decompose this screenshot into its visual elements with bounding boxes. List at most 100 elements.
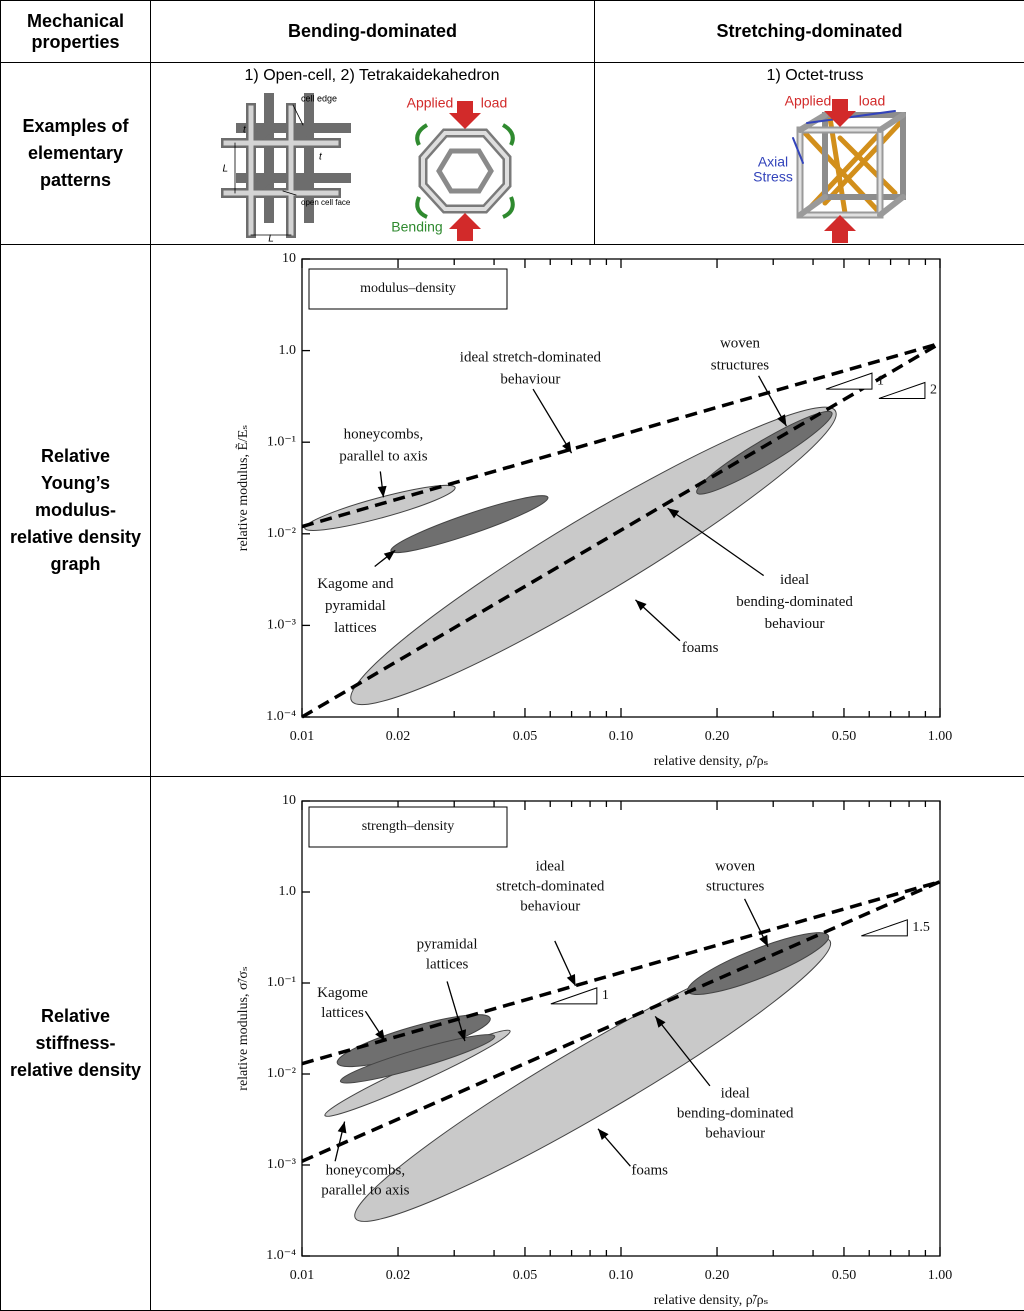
y-tick-label: 10 xyxy=(282,251,296,266)
annotation: ideal xyxy=(780,571,809,587)
x-tick-label: 0.10 xyxy=(609,1268,634,1283)
x-tick-label: 1.00 xyxy=(928,1268,953,1283)
image-cell: 1) Octet-truss xyxy=(595,63,1024,245)
annotation: pyramidal xyxy=(325,597,386,613)
x-tick-label: 0.01 xyxy=(290,1268,315,1283)
annotation: honeycombs, xyxy=(326,1162,406,1178)
y-tick-label: 1.0⁻³ xyxy=(267,1157,296,1172)
x-tick-label: 1.00 xyxy=(928,729,953,744)
figure-label: L xyxy=(222,164,228,175)
header-cell: Bending-dominated xyxy=(151,1,595,63)
y-tick-label: 1.0⁻² xyxy=(267,1066,296,1081)
annotation: Kagome xyxy=(317,984,368,1000)
header-cell: Stretching-dominated xyxy=(595,1,1024,63)
figure-label: load xyxy=(481,95,507,111)
open-cell-drawing xyxy=(226,98,346,235)
annotation: lattices xyxy=(426,956,469,972)
chart: 10 1.0 1.0⁻¹ 1.0⁻² 1.0⁻³ 1.0⁻⁴ 0.01 0.02 0.05 0.1… xyxy=(151,778,1023,1310)
y-tick-label: 1.0⁻¹ xyxy=(267,434,296,449)
y-tick-label: 1.0 xyxy=(279,342,297,357)
annotation: honeycombs, xyxy=(344,426,424,442)
figure-label: Applied xyxy=(407,95,454,111)
x-tick-label: 0.02 xyxy=(386,1268,411,1283)
properties-table: Mechanical properties Bending-dominated … xyxy=(0,0,1024,1311)
row-label: Relative Young’s modulus-relative densit… xyxy=(1,245,151,777)
chart-cell: 10 1.0 1.0⁻¹ 1.0⁻² 1.0⁻³ 1.0⁻⁴ 0.01 0.02 0.05 0.1… xyxy=(151,777,1024,1311)
arrow-head xyxy=(384,550,395,560)
y-tick-label: 1.0⁻⁴ xyxy=(266,709,296,724)
annotation: stretch-dominated xyxy=(496,878,605,894)
y-tick-label: 1.0⁻² xyxy=(267,526,296,541)
octet-truss-drawing xyxy=(793,99,903,243)
slope-label: 1 xyxy=(877,373,884,388)
x-tick-label: 0.05 xyxy=(513,729,538,744)
annotation: lattices xyxy=(321,1004,364,1020)
figure-label: load xyxy=(859,93,885,109)
annotation: woven xyxy=(720,335,760,351)
annotation: behaviour xyxy=(705,1125,765,1141)
arrow-head xyxy=(338,1121,347,1133)
figure-label: Applied xyxy=(785,93,832,109)
x-tick-label: 0.50 xyxy=(832,1268,857,1283)
x-tick-label: 0.05 xyxy=(513,1268,538,1283)
annotation: behaviour xyxy=(765,615,825,631)
bending-figures: 1) Open-cell, 2) Tetrakaidekahedron xyxy=(151,63,593,244)
annotation: ideal stretch-dominated xyxy=(460,349,602,365)
x-axis-label: relative density, ρ̃/ρₛ xyxy=(654,754,769,769)
y-tick-label: 1.0 xyxy=(279,884,297,899)
annotation: Kagome and xyxy=(317,575,394,591)
figure-label: Bending xyxy=(391,219,442,235)
annotation: ideal xyxy=(721,1085,750,1101)
y-tick-label: 1.0⁻³ xyxy=(267,617,296,632)
row-label: Relative stiffness-relative density xyxy=(1,777,151,1311)
chart-cell: 10 1.0 1.0⁻¹ 1.0⁻² 1.0⁻³ 1.0⁻⁴ 0.01 0.02 0.05 0.1… xyxy=(151,245,1024,777)
x-axis-label: relative density, ρ̃/ρₛ xyxy=(654,1293,769,1308)
slope-triangle xyxy=(861,919,907,935)
annotation: structures xyxy=(706,878,764,894)
slope-triangle xyxy=(879,382,925,398)
slope-label: 2 xyxy=(930,382,937,397)
y-tick-label: 1.0⁻⁴ xyxy=(266,1248,296,1263)
annotation: lattices xyxy=(334,619,377,635)
x-tick-label: 0.01 xyxy=(290,729,315,744)
figure-label: L xyxy=(268,234,274,244)
annotation: bending-dominated xyxy=(736,593,853,609)
annotation-arrow xyxy=(533,389,572,453)
annotation: behaviour xyxy=(500,371,560,387)
annotation: ideal xyxy=(536,858,565,874)
annotation: behaviour xyxy=(520,898,580,914)
table-row: Examples of elementary patterns 1) Open-… xyxy=(1,63,1024,245)
caption: 1) Open-cell, 2) Tetrakaidekahedron xyxy=(245,67,500,84)
x-tick-label: 0.02 xyxy=(386,729,411,744)
slope-label: 1.5 xyxy=(912,920,930,935)
annotation: parallel to axis xyxy=(339,448,427,464)
row-label: Examples of elementary patterns xyxy=(1,63,151,245)
header-cell: Mechanical properties xyxy=(1,1,151,63)
chart-title: modulus–density xyxy=(360,281,456,296)
stretching-figure: 1) Octet-truss xyxy=(595,63,1023,244)
annotation: bending-dominated xyxy=(677,1105,794,1121)
table-row: Relative Young’s modulus-relative densit… xyxy=(1,245,1024,777)
chart: 10 1.0 1.0⁻¹ 1.0⁻² 1.0⁻³ 1.0⁻⁴ 0.01 0.02 0.05 0.1… xyxy=(151,246,1023,776)
y-axis-label: relative modulus, σ̃/σₛ xyxy=(236,966,251,1091)
annotation: woven xyxy=(715,858,755,874)
arrow-head xyxy=(567,973,576,985)
y-tick-label: 10 xyxy=(282,793,296,808)
image-cell: 1) Open-cell, 2) Tetrakaidekahedron xyxy=(151,63,595,245)
x-tick-label: 0.50 xyxy=(832,729,857,744)
y-axis-label: relative modulus, Ẽ/Eₛ xyxy=(235,424,251,551)
y-tick-label: 1.0⁻¹ xyxy=(267,975,296,990)
table-row: Relative stiffness-relative density 10 1.… xyxy=(1,777,1024,1311)
slope-label: 1 xyxy=(602,988,609,1003)
x-tick-label: 0.10 xyxy=(609,729,634,744)
annotation: parallel to axis xyxy=(321,1182,409,1198)
annotation: structures xyxy=(711,357,769,373)
figure-label: open cell face xyxy=(301,198,351,207)
x-tick-label: 0.20 xyxy=(705,729,730,744)
caption: 1) Octet-truss xyxy=(767,67,864,84)
figure-label: t xyxy=(319,152,323,163)
dashed-line xyxy=(302,881,940,1161)
page: Mechanical properties Bending-dominated … xyxy=(0,0,1024,1310)
chart-title: strength–density xyxy=(362,819,455,834)
